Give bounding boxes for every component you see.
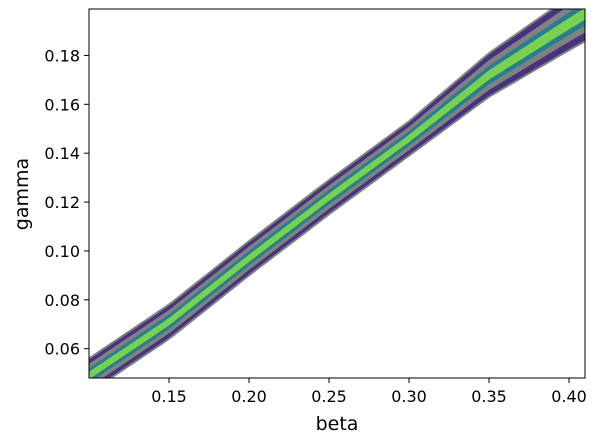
y-tick-label: 0.16 — [44, 95, 80, 114]
contour-bands — [89, 9, 585, 378]
y-axis-title: gamma — [11, 158, 33, 230]
x-tick-label: 0.15 — [151, 387, 187, 406]
x-tick-label: 0.40 — [551, 387, 587, 406]
y-tick-label: 0.12 — [44, 193, 80, 212]
x-axis-title: beta — [316, 413, 359, 435]
x-axis: 0.15 0.20 0.25 0.30 0.35 0.40 — [151, 378, 587, 406]
x-tick-label: 0.30 — [391, 387, 427, 406]
y-tick-label: 0.06 — [44, 340, 80, 359]
x-tick-label: 0.20 — [231, 387, 267, 406]
y-tick-label: 0.14 — [44, 144, 80, 163]
plot-frame — [88, 8, 586, 379]
y-axis: 0.06 0.08 0.10 0.12 0.14 0.16 0.18 — [44, 46, 89, 359]
y-tick-label: 0.08 — [44, 291, 80, 310]
x-tick-label: 0.35 — [471, 387, 507, 406]
x-tick-label: 0.25 — [311, 387, 347, 406]
y-tick-label: 0.10 — [44, 242, 80, 261]
y-tick-label: 0.18 — [44, 46, 80, 65]
contour-level-4 — [89, 9, 585, 378]
